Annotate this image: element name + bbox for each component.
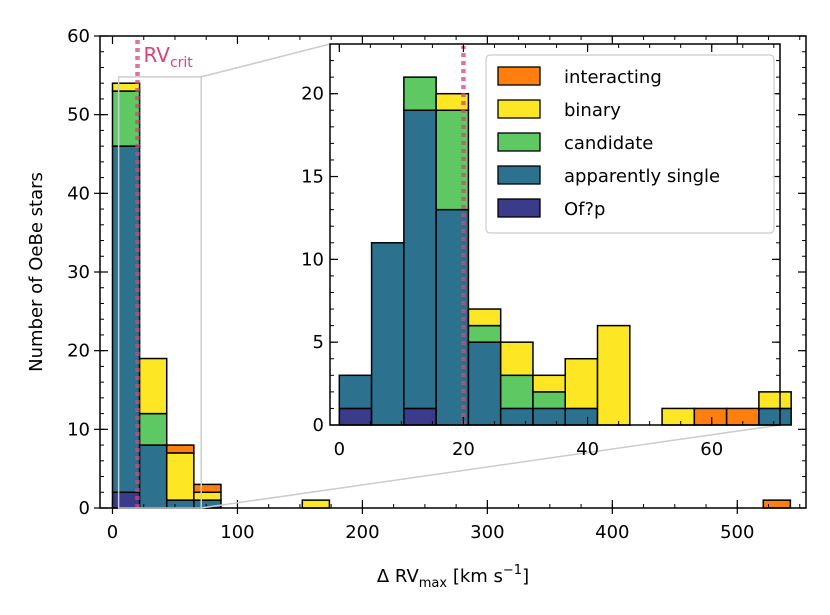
main-ytick-label-10: 10 [67,419,90,440]
main-ytick-label-50: 50 [67,105,90,126]
main-xtick-label-0: 0 [107,522,118,543]
legend-swatch-of-p [497,198,541,218]
main-xtick-label-300: 300 [470,522,504,543]
inset-ytick-label-20: 20 [301,84,324,105]
inset-ytick-label-0: 0 [313,415,324,436]
main-bar-candidate-0 [111,90,141,147]
inset-ytick-label-5: 5 [313,332,324,353]
main-xtick-label-200: 200 [345,522,379,543]
inset-bar-candidate-6 [532,391,566,410]
x-axis-label: Δ RVmax [km s−1] [377,563,529,591]
inset-bar-apparently-single-12 [758,407,792,426]
inset-bar-apparently-single-7 [564,407,599,426]
legend-box [485,54,775,234]
main-bar-apparently-single-2 [165,499,195,509]
legend-swatch-binary [497,99,541,119]
legend-swatch-interacting [497,66,541,86]
inset-ytick-label-15: 15 [301,167,324,188]
inset-xtick-label-40: 40 [576,439,599,460]
main-bar-candidate-1 [138,412,168,446]
zoom-connector-bottom [201,424,781,509]
inset-ytick-label-10: 10 [301,249,324,270]
legend-label-candidate: candidate [564,133,653,154]
legend-label-binary: binary [564,100,621,121]
inset-bar-binary-4 [467,308,502,327]
y-axis-label: Number of OeBe stars [26,172,47,372]
main-bar-binary-2 [165,452,195,501]
main-ytick-label-60: 60 [67,26,90,47]
main-ytick-label-0: 0 [79,498,90,519]
inset-bar-interacting-10 [693,407,728,426]
legend-label-apparently-single: apparently single [564,166,720,187]
legend-label-interacting: interacting [564,67,662,88]
main-ytick-label-20: 20 [67,341,90,362]
inset-frame [329,43,781,426]
inset-xtick-label-20: 20 [452,439,475,460]
inset-bar-of-p-2 [403,407,437,426]
inset-bar-binary-8 [596,324,631,426]
legend-label-of-p: Of?p [564,199,605,220]
legend: interacting binary candidate apparently sin… [485,54,775,234]
legend-swatch-candidate [497,132,541,152]
inset-bar-candidate-2 [403,76,437,112]
inset-bar-binary-7 [564,357,599,410]
inset-bar-of-p-0 [338,407,373,426]
inset-bar-binary-6 [532,374,566,393]
inset-bar-binary-12 [758,391,792,410]
main-bar-binary-3 [193,491,222,501]
main-xtick-label-100: 100 [220,522,254,543]
inset-xtick-label-60: 60 [700,439,723,460]
inset-bar-apparently-single-5 [499,407,534,426]
zoom-box [117,76,202,509]
inset-bar-apparently-single-4 [467,341,502,426]
inset-bar-binary-5 [499,341,534,377]
inset-bar-apparently-single-6 [532,407,566,426]
main-bar-binary-4 [301,499,331,509]
main-bar-interacting-5 [762,499,792,509]
main-xtick-label-500: 500 [720,522,754,543]
inset-bar-binary-3 [435,92,470,112]
main-ytick-label-40: 40 [67,183,90,204]
inset-xtick-label-0: 0 [334,439,345,460]
zoom-connector-top [201,43,331,78]
inset-bar-candidate-5 [499,374,534,410]
main-xtick-label-400: 400 [595,522,629,543]
main-bar-binary-0 [111,82,141,92]
inset-bar-apparently-single-2 [403,109,437,410]
rvcrit-label: RVcrit [143,43,193,71]
inset-bar-apparently-single-1 [370,242,405,426]
main-bar-apparently-single-1 [138,444,168,509]
main-bar-interacting-2 [165,444,195,454]
main-bar-binary-1 [138,357,168,415]
inset-bar-apparently-single-0 [338,374,373,410]
main-ytick-label-30: 30 [67,262,90,283]
inset-bar-candidate-4 [467,324,502,343]
main-bar-interacting-3 [193,483,222,494]
legend-swatch-apparently-single [497,165,541,185]
inset-bar-binary-9 [661,407,696,426]
